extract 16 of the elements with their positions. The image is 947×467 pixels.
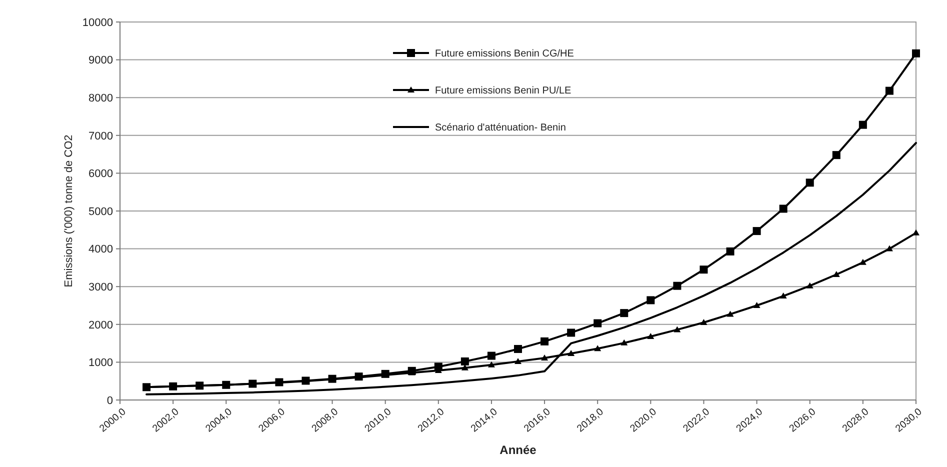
- y-tick-label: 8000: [88, 92, 113, 104]
- y-tick-label: 6000: [88, 168, 113, 180]
- y-tick-label: 0: [106, 394, 113, 407]
- y-tick-label: 9000: [88, 54, 113, 67]
- y-axis-title: Emissions ('000) tonne de CO2: [63, 134, 75, 288]
- legend-label: Future emissions Benin CG/HE: [435, 48, 574, 60]
- y-tick-label: 3000: [88, 281, 113, 294]
- y-tick-label: 4000: [88, 244, 113, 256]
- y-tick-label: 5000: [88, 206, 113, 218]
- y-tick-label: 1000: [88, 357, 113, 370]
- x-axis-title: Année: [500, 443, 537, 457]
- y-tick-label: 10000: [82, 16, 113, 29]
- y-tick-label: 2000: [88, 319, 113, 332]
- y-tick-label: 7000: [88, 130, 113, 142]
- legend-label: Future emissions Benin PU/LE: [435, 86, 572, 96]
- legend-label: Scénario d'atténuation- Benin: [435, 122, 566, 134]
